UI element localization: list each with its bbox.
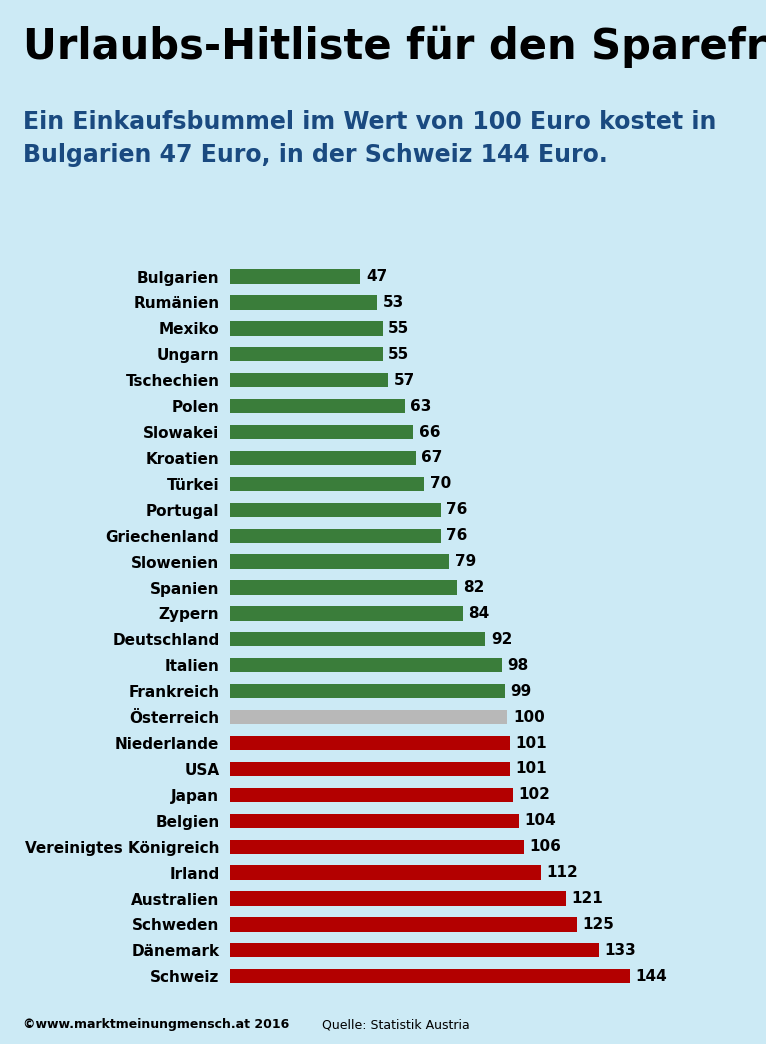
Text: 70: 70 (430, 476, 451, 492)
Bar (230, 918, 577, 931)
Text: 67: 67 (421, 450, 443, 466)
Bar (230, 839, 524, 854)
Text: 106: 106 (530, 839, 561, 854)
Text: 100: 100 (513, 710, 545, 725)
Text: 133: 133 (604, 943, 637, 957)
Text: 82: 82 (463, 580, 484, 595)
Bar (230, 528, 441, 543)
Text: 84: 84 (469, 606, 489, 621)
Bar (230, 607, 463, 620)
Bar (230, 710, 507, 725)
Bar (230, 269, 360, 284)
Text: ©www.marktmeinungmensch.at 2016: ©www.marktmeinungmensch.at 2016 (23, 1019, 290, 1031)
Text: 101: 101 (516, 761, 548, 777)
Text: 76: 76 (447, 502, 468, 517)
Bar (230, 580, 457, 595)
Text: 99: 99 (510, 684, 532, 698)
Text: 121: 121 (571, 891, 603, 906)
Bar (230, 477, 424, 491)
Bar (230, 399, 404, 413)
Bar (230, 633, 486, 646)
Bar (230, 451, 416, 465)
Bar (230, 865, 541, 880)
Bar (230, 788, 513, 802)
Bar (230, 813, 519, 828)
Text: 125: 125 (582, 917, 614, 932)
Text: 79: 79 (455, 554, 476, 569)
Bar (230, 425, 413, 440)
Text: 104: 104 (524, 813, 556, 828)
Bar (230, 348, 382, 361)
Bar (230, 295, 377, 310)
Text: Ein Einkaufsbummel im Wert von 100 Euro kostet in
Bulgarien 47 Euro, in der Schw: Ein Einkaufsbummel im Wert von 100 Euro … (23, 110, 716, 167)
Bar (230, 892, 566, 905)
Text: 57: 57 (394, 373, 415, 387)
Bar (230, 684, 505, 698)
Text: 98: 98 (507, 658, 529, 672)
Text: 55: 55 (388, 347, 409, 362)
Text: 66: 66 (418, 425, 440, 440)
Text: 76: 76 (447, 528, 468, 543)
Bar (230, 658, 502, 672)
Bar (230, 736, 510, 751)
Text: 92: 92 (491, 632, 512, 647)
Bar (230, 943, 599, 957)
Text: 112: 112 (546, 865, 578, 880)
Text: 55: 55 (388, 321, 409, 336)
Bar (230, 762, 510, 776)
Bar (230, 373, 388, 387)
Text: 101: 101 (516, 736, 548, 751)
Bar (230, 502, 441, 517)
Text: 53: 53 (382, 295, 404, 310)
Text: 102: 102 (519, 787, 551, 803)
Bar (230, 322, 382, 335)
Text: 144: 144 (635, 969, 667, 983)
Text: Quelle: Statistik Austria: Quelle: Statistik Austria (318, 1019, 470, 1031)
Text: 47: 47 (366, 269, 387, 284)
Text: 63: 63 (411, 399, 432, 413)
Bar (230, 554, 449, 569)
Bar (230, 969, 630, 983)
Text: Urlaubs-Hitliste für den Sparefroh: Urlaubs-Hitliste für den Sparefroh (23, 26, 766, 69)
